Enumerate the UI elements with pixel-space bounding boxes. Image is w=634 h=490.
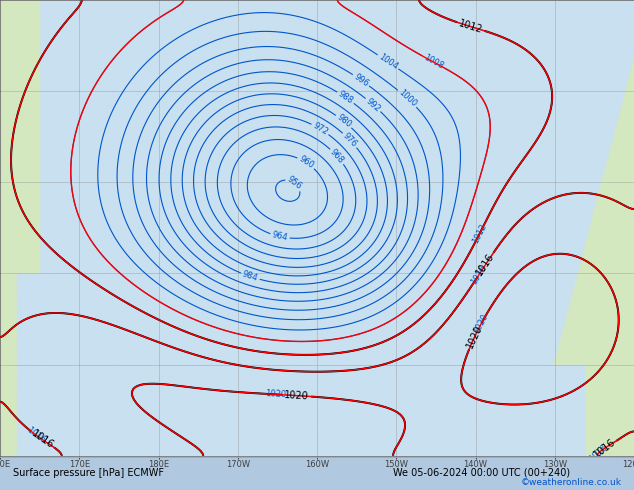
Text: 1020: 1020: [472, 312, 490, 335]
Text: 992: 992: [365, 97, 382, 114]
Text: 956: 956: [285, 175, 304, 192]
Text: 996: 996: [352, 72, 370, 88]
Text: 988: 988: [337, 89, 355, 106]
Text: 1012: 1012: [471, 222, 488, 245]
Text: 972: 972: [311, 121, 329, 137]
Text: 1020: 1020: [284, 390, 309, 401]
Text: 984: 984: [242, 270, 259, 283]
Text: 980: 980: [335, 113, 353, 130]
Text: 968: 968: [328, 147, 346, 166]
Text: 1008: 1008: [422, 53, 444, 71]
Text: 1016: 1016: [30, 429, 55, 451]
Text: 1020: 1020: [265, 389, 287, 399]
Text: 1016: 1016: [592, 437, 617, 460]
Text: We 05-06-2024 00:00 UTC (00+240): We 05-06-2024 00:00 UTC (00+240): [393, 467, 570, 478]
Text: Surface pressure [hPa] ECMWF: Surface pressure [hPa] ECMWF: [13, 467, 164, 478]
Text: 1004: 1004: [377, 52, 399, 72]
Text: 1020: 1020: [465, 323, 485, 349]
Text: 976: 976: [341, 131, 359, 149]
Text: 964: 964: [271, 230, 288, 243]
Text: 1000: 1000: [396, 88, 418, 109]
Text: 1016: 1016: [588, 443, 609, 464]
Text: 1016: 1016: [470, 263, 489, 286]
Text: 1016: 1016: [475, 252, 496, 278]
Text: ©weatheronline.co.uk: ©weatheronline.co.uk: [521, 478, 621, 487]
Text: 1016: 1016: [25, 425, 47, 445]
Text: 1012: 1012: [458, 18, 484, 35]
Text: 960: 960: [297, 154, 315, 171]
